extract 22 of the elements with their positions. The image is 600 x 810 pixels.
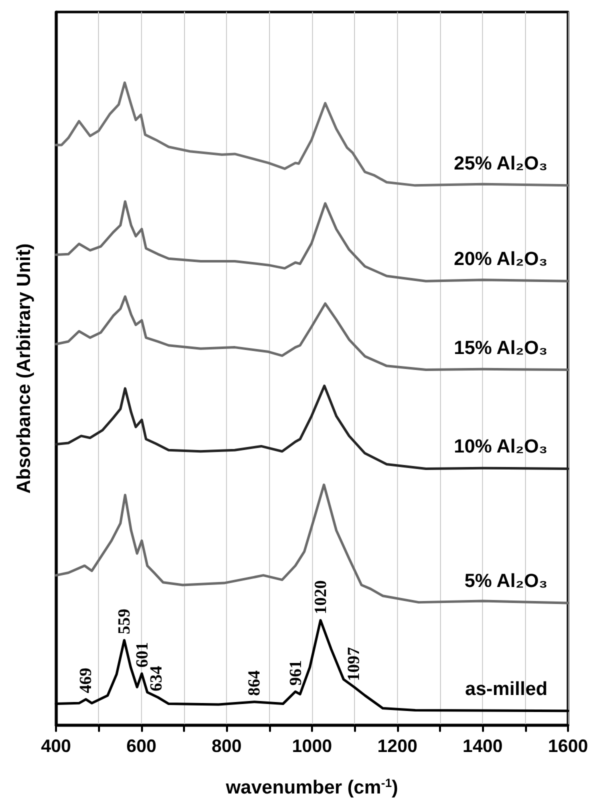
- series-label: 20% Al₂O₃: [454, 249, 548, 270]
- annotation: 1097: [344, 646, 363, 682]
- x-tick-label: 1400: [462, 736, 503, 756]
- annotation: 559: [114, 608, 134, 634]
- series-label: 25% Al₂O₃: [454, 153, 548, 174]
- annotation: 961: [286, 660, 305, 686]
- annotation: 634: [146, 665, 166, 692]
- annotation: 1020: [311, 580, 330, 614]
- annotation: 864: [244, 670, 264, 696]
- series-label: 10% Al₂O₃: [454, 436, 548, 458]
- x-tick-label: 400: [40, 736, 72, 756]
- x-tick-label: 1600: [548, 736, 588, 756]
- series-label: 5% Al₂O₃: [464, 570, 548, 592]
- annotation: 601: [132, 642, 152, 668]
- x-tick-label: 600: [126, 736, 156, 756]
- x-tick-label: 1000: [292, 736, 332, 756]
- series-label: as-milled: [465, 678, 548, 700]
- series-label: 15% Al₂O₃: [454, 338, 548, 359]
- y-axis-title: Absorbance (Arbitrary Unit): [14, 243, 35, 494]
- x-tick-label: 800: [212, 736, 242, 756]
- annotation: 469: [76, 668, 95, 694]
- x-tick-label: 1200: [377, 736, 418, 756]
